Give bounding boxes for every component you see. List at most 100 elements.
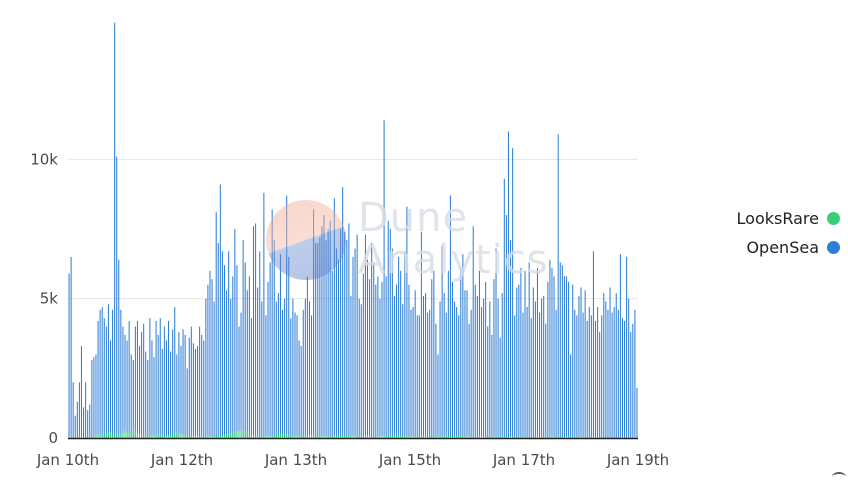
bar-looksrare[interactable] <box>572 436 574 438</box>
bar-looksrare[interactable] <box>234 431 236 438</box>
bar-opensea[interactable] <box>304 298 306 438</box>
bar-opensea[interactable] <box>321 226 323 438</box>
bar-opensea[interactable] <box>402 304 404 438</box>
bar-opensea[interactable] <box>574 309 576 438</box>
bar-looksrare[interactable] <box>487 436 489 438</box>
bar-looksrare[interactable] <box>356 435 358 438</box>
bar-opensea[interactable] <box>155 320 157 438</box>
bar-opensea[interactable] <box>404 251 406 438</box>
bar-opensea[interactable] <box>451 281 454 438</box>
bar-looksrare[interactable] <box>149 436 151 438</box>
bar-looksrare[interactable] <box>464 436 466 438</box>
bar-opensea[interactable] <box>275 301 277 438</box>
bar-looksrare[interactable] <box>522 436 524 438</box>
bar-looksrare[interactable] <box>209 436 211 438</box>
bar-opensea[interactable] <box>228 251 230 438</box>
bar-looksrare[interactable] <box>561 436 563 438</box>
bar-looksrare[interactable] <box>543 436 545 438</box>
bar-opensea[interactable] <box>205 298 207 438</box>
bar-opensea[interactable] <box>344 231 346 438</box>
bar-opensea[interactable] <box>176 354 178 438</box>
bar-looksrare[interactable] <box>412 436 414 438</box>
bar-looksrare[interactable] <box>85 436 87 438</box>
bar-looksrare[interactable] <box>265 436 267 438</box>
bar-opensea[interactable] <box>441 245 443 438</box>
bar-opensea[interactable] <box>530 318 532 438</box>
bar-looksrare[interactable] <box>269 435 271 438</box>
bar-looksrare[interactable] <box>186 435 188 438</box>
bar-opensea[interactable] <box>377 276 379 438</box>
bar-opensea[interactable] <box>163 326 165 438</box>
bar-looksrare[interactable] <box>68 436 70 438</box>
bar-looksrare[interactable] <box>240 430 242 438</box>
bar-opensea[interactable] <box>605 301 607 438</box>
bar-looksrare[interactable] <box>557 436 559 438</box>
bar-looksrare[interactable] <box>451 436 454 438</box>
bar-opensea[interactable] <box>615 293 617 438</box>
bar-opensea[interactable] <box>478 270 480 438</box>
bar-looksrare[interactable] <box>275 434 277 438</box>
bar-looksrare[interactable] <box>217 435 219 438</box>
bar-looksrare[interactable] <box>350 436 352 438</box>
bar-opensea[interactable] <box>366 259 369 438</box>
bar-looksrare[interactable] <box>524 436 526 438</box>
bar-opensea[interactable] <box>568 281 570 438</box>
bar-opensea[interactable] <box>143 323 145 438</box>
bar-opensea[interactable] <box>379 298 381 438</box>
bar-opensea[interactable] <box>418 315 420 438</box>
bar-looksrare[interactable] <box>155 434 157 438</box>
bar-opensea[interactable] <box>232 276 234 438</box>
bar-opensea[interactable] <box>414 290 416 438</box>
bar-opensea[interactable] <box>619 254 621 438</box>
bar-looksrare[interactable] <box>346 436 348 438</box>
bar-looksrare[interactable] <box>505 436 507 438</box>
bar-looksrare[interactable] <box>242 429 244 438</box>
bar-looksrare[interactable] <box>178 432 180 438</box>
bar-looksrare[interactable] <box>381 435 383 438</box>
bar-opensea[interactable] <box>147 359 149 438</box>
bar-opensea[interactable] <box>385 276 387 438</box>
bar-looksrare[interactable] <box>261 436 263 438</box>
bar-looksrare[interactable] <box>534 436 536 438</box>
bar-opensea[interactable] <box>503 178 505 438</box>
bar-opensea[interactable] <box>507 131 509 438</box>
bar-looksrare[interactable] <box>151 435 153 438</box>
bar-opensea[interactable] <box>323 215 325 438</box>
bar-opensea[interactable] <box>161 348 163 438</box>
bar-opensea[interactable] <box>286 195 288 438</box>
bar-looksrare[interactable] <box>383 435 385 438</box>
bar-looksrare[interactable] <box>491 436 493 438</box>
bar-opensea[interactable] <box>565 276 568 438</box>
bar-looksrare[interactable] <box>418 435 420 438</box>
bar-opensea[interactable] <box>315 242 317 438</box>
bar-looksrare[interactable] <box>447 435 449 438</box>
bar-opensea[interactable] <box>429 309 431 438</box>
bar-looksrare[interactable] <box>296 436 298 438</box>
bar-looksrare[interactable] <box>458 436 460 438</box>
bar-looksrare[interactable] <box>337 435 340 438</box>
bar-looksrare[interactable] <box>480 436 483 438</box>
bar-opensea[interactable] <box>547 281 549 438</box>
bar-opensea[interactable] <box>215 212 217 438</box>
bar-looksrare[interactable] <box>597 436 599 438</box>
bar-looksrare[interactable] <box>406 436 408 438</box>
bar-looksrare[interactable] <box>599 436 601 438</box>
bar-looksrare[interactable] <box>576 436 578 438</box>
bar-opensea[interactable] <box>109 340 112 438</box>
bar-looksrare[interactable] <box>445 435 447 438</box>
bar-looksrare[interactable] <box>116 435 118 438</box>
bar-looksrare[interactable] <box>114 435 116 438</box>
bar-opensea[interactable] <box>174 307 176 438</box>
bar-opensea[interactable] <box>435 323 437 438</box>
bar-opensea[interactable] <box>501 293 503 438</box>
bar-looksrare[interactable] <box>422 436 424 438</box>
bar-opensea[interactable] <box>474 284 476 438</box>
bar-opensea[interactable] <box>539 312 541 438</box>
bar-opensea[interactable] <box>93 357 95 438</box>
bar-looksrare[interactable] <box>466 436 468 438</box>
bar-looksrare[interactable] <box>101 434 103 438</box>
bar-opensea[interactable] <box>132 359 134 438</box>
bar-opensea[interactable] <box>80 346 82 438</box>
bar-opensea[interactable] <box>296 315 298 438</box>
bar-looksrare[interactable] <box>288 434 290 438</box>
